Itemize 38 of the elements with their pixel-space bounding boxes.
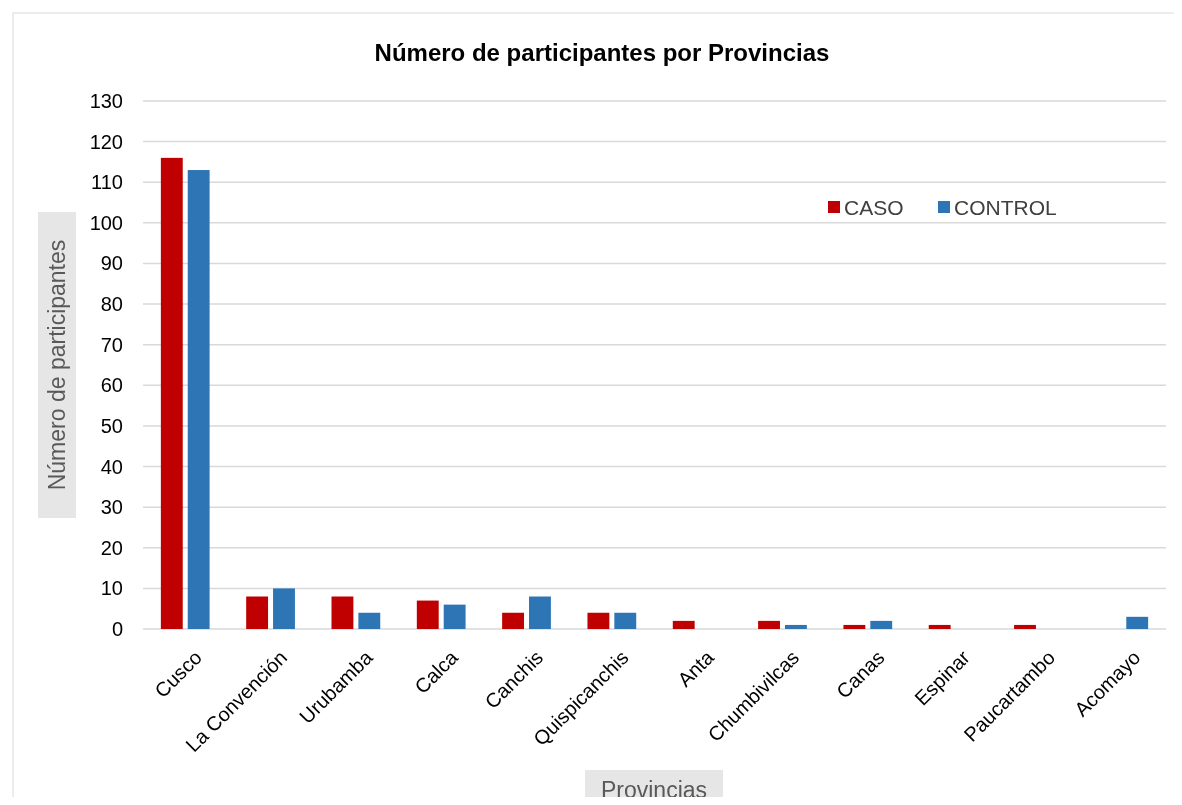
legend-label: CONTROL (954, 196, 1057, 219)
y-tick-label: 30 (100, 496, 123, 519)
bar (246, 596, 269, 629)
bar (672, 620, 695, 629)
bar (187, 170, 210, 629)
bar (358, 612, 381, 629)
y-tick-label: 130 (89, 90, 123, 112)
y-tick-label: 100 (89, 211, 123, 234)
y-axis-title: Número de participantes (44, 239, 70, 491)
y-tick-label: 110 (91, 171, 123, 194)
bar (758, 620, 780, 629)
bar (870, 620, 893, 629)
bar (1014, 624, 1036, 629)
bar (502, 612, 525, 629)
bar (273, 588, 295, 629)
bar (331, 596, 354, 629)
bar (529, 596, 551, 629)
bar (443, 604, 466, 629)
y-tick-label: 10 (100, 577, 123, 600)
y-tick-label: 20 (100, 536, 123, 559)
y-tick-label: 90 (100, 252, 123, 275)
bar (843, 624, 866, 629)
bar (1126, 616, 1149, 629)
y-tick-label: 40 (100, 455, 123, 478)
legend-label: CASO (844, 196, 904, 219)
bar (416, 600, 439, 629)
bar (614, 612, 637, 629)
bar (160, 157, 183, 629)
y-tick-label: 50 (100, 414, 123, 437)
y-tick-label: 70 (100, 333, 123, 356)
bar (784, 624, 807, 629)
y-tick-label: 80 (100, 293, 123, 316)
bar (587, 612, 610, 629)
y-tick-label: 120 (89, 130, 123, 153)
bar (928, 624, 951, 629)
y-tick-label: 60 (100, 374, 123, 397)
y-tick-label: 0 (111, 618, 123, 640)
chart-title: Número de participantes por Provincias (374, 39, 830, 66)
